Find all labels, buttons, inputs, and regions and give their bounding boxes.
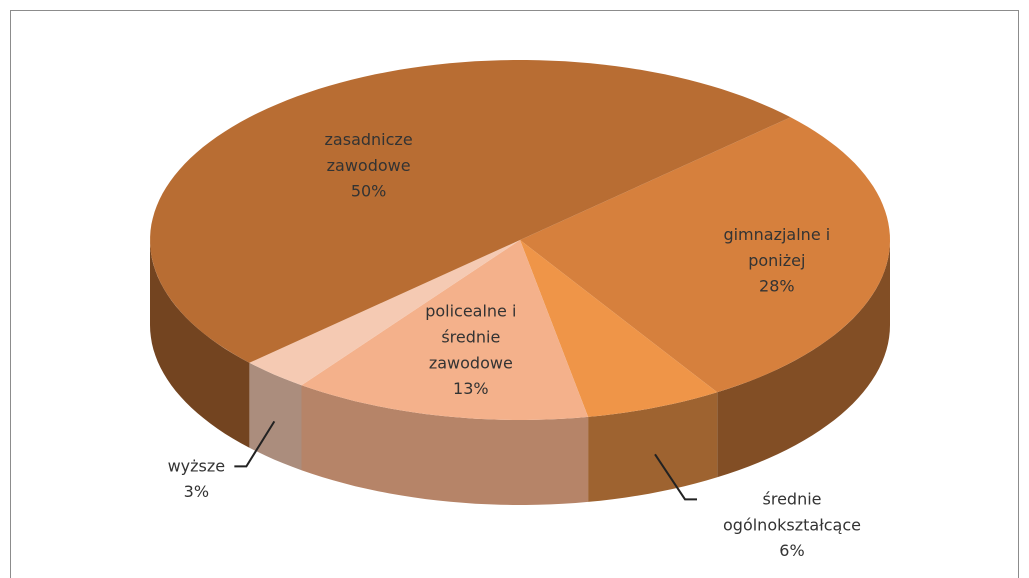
leader-line: [234, 420, 276, 468]
slice-value-label: 50%: [351, 182, 387, 201]
slice-label: średnie ogólnokształcące: [723, 489, 861, 534]
slice-label: wyższe: [168, 456, 226, 475]
slice-label: gimnazjalne i poniżej: [723, 225, 830, 270]
slice-side: [249, 362, 302, 471]
leader-line: [654, 453, 698, 501]
slice-label: zasadnicze zawodowe: [325, 130, 413, 175]
slice: [301, 240, 589, 420]
slice: [520, 117, 890, 393]
slice-side: [717, 240, 890, 478]
slice-value-label: 6%: [779, 541, 804, 560]
slice-value-label: 28%: [759, 277, 795, 296]
slice-side: [588, 392, 718, 502]
slice: [249, 240, 520, 386]
slice-side: [301, 385, 589, 505]
slice-value-label: 13%: [453, 379, 489, 398]
slice: [520, 240, 718, 417]
slice-side: [150, 240, 250, 448]
slice-value-label: 3%: [184, 482, 209, 501]
slice-label: policealne i średnie zawodowe: [425, 301, 516, 372]
slice: [150, 60, 791, 363]
